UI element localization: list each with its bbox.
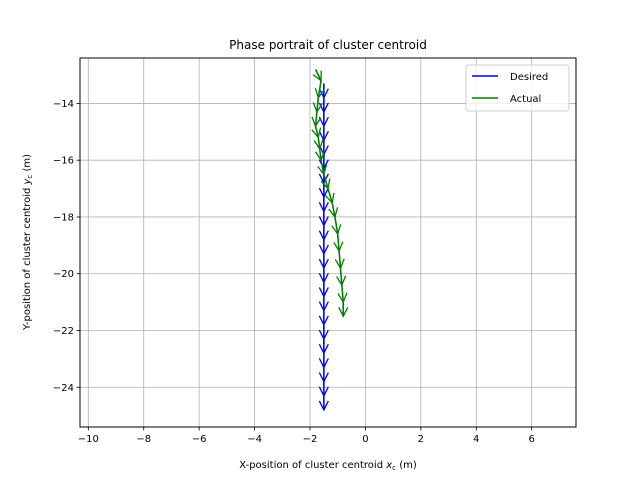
series-arrow-desired	[318, 216, 329, 227]
y-tick-label: −24	[53, 383, 74, 394]
series-arrow-actual	[313, 139, 324, 151]
series-arrow-desired	[318, 173, 329, 185]
x-tick-label: 0	[362, 434, 368, 445]
series-line-actual	[314, 69, 345, 317]
series-arrow-desired	[318, 272, 329, 284]
series-arrow-desired	[318, 386, 329, 398]
series-arrow-desired	[318, 131, 329, 142]
legend: Desired Actual	[465, 64, 570, 112]
y-tick-label: −18	[53, 212, 74, 223]
y-tick-label: −22	[53, 326, 74, 337]
series-arrow-desired	[318, 358, 329, 369]
x-tick-label: 6	[528, 434, 534, 445]
series-arrow-actual	[337, 292, 348, 304]
x-axis-label: X-position of cluster centroid xc (m)	[239, 460, 417, 472]
series-arrow-desired	[318, 301, 329, 313]
series-arrow-actual	[312, 70, 322, 83]
plot-frame	[79, 57, 577, 428]
series-arrow-actual	[331, 224, 342, 236]
x-tick-label: −4	[247, 434, 262, 445]
x-tick-label: −8	[136, 434, 151, 445]
series-arrow-desired	[318, 258, 329, 270]
x-tick-label: −6	[192, 434, 207, 445]
series-arrow-desired	[318, 287, 329, 298]
y-tick-label: −20	[53, 269, 74, 280]
series-arrow-desired	[318, 88, 329, 100]
series-arrow-actual	[311, 127, 322, 139]
x-tick-label: −10	[78, 434, 99, 445]
chart-title: Phase portrait of cluster centroid	[229, 38, 427, 52]
series-arrow-desired	[318, 244, 329, 256]
series-arrow-desired	[318, 329, 329, 341]
series-arrow-actual	[324, 192, 335, 205]
series-arrow-desired	[318, 343, 329, 355]
axis-ticks: −10 −8 −6 −4 −2 0 2 4 6−24−22−20−18−16−14	[53, 99, 535, 445]
series-arrow-desired	[318, 372, 329, 384]
series-arrow-actual	[317, 164, 328, 176]
series-arrow-desired	[318, 145, 329, 156]
series-arrow-desired	[318, 187, 329, 199]
series-arrow-actual	[320, 178, 331, 190]
series-arrow-desired	[318, 116, 329, 128]
legend-label-desired: Desired	[510, 72, 548, 83]
series-arrow-actual	[333, 241, 344, 253]
series-arrow-actual	[338, 307, 349, 318]
series-arrow-desired	[318, 201, 329, 213]
series-arrow-actual	[312, 102, 323, 114]
series-arrow-actual	[336, 275, 347, 287]
series-arrow-actual	[334, 258, 345, 270]
series-arrow-desired	[318, 315, 329, 327]
series-arrow-actual	[314, 87, 325, 100]
x-tick-label: 4	[473, 434, 479, 445]
series-arrow-desired	[318, 230, 329, 242]
series-arrow-desired	[318, 400, 329, 412]
legend-label-actual: Actual	[510, 94, 541, 105]
y-tick-label: −16	[53, 156, 74, 167]
x-tick-label: 2	[418, 434, 424, 445]
y-tick-label: −14	[53, 99, 74, 110]
series-arrow-actual	[311, 116, 322, 128]
x-tick-label: −2	[303, 434, 318, 445]
y-axis-label: Y-position of cluster centroid yc (m)	[22, 154, 34, 331]
series-arrow-actual	[314, 150, 326, 162]
series-arrow-actual	[328, 207, 339, 219]
series-layer	[311, 69, 349, 412]
